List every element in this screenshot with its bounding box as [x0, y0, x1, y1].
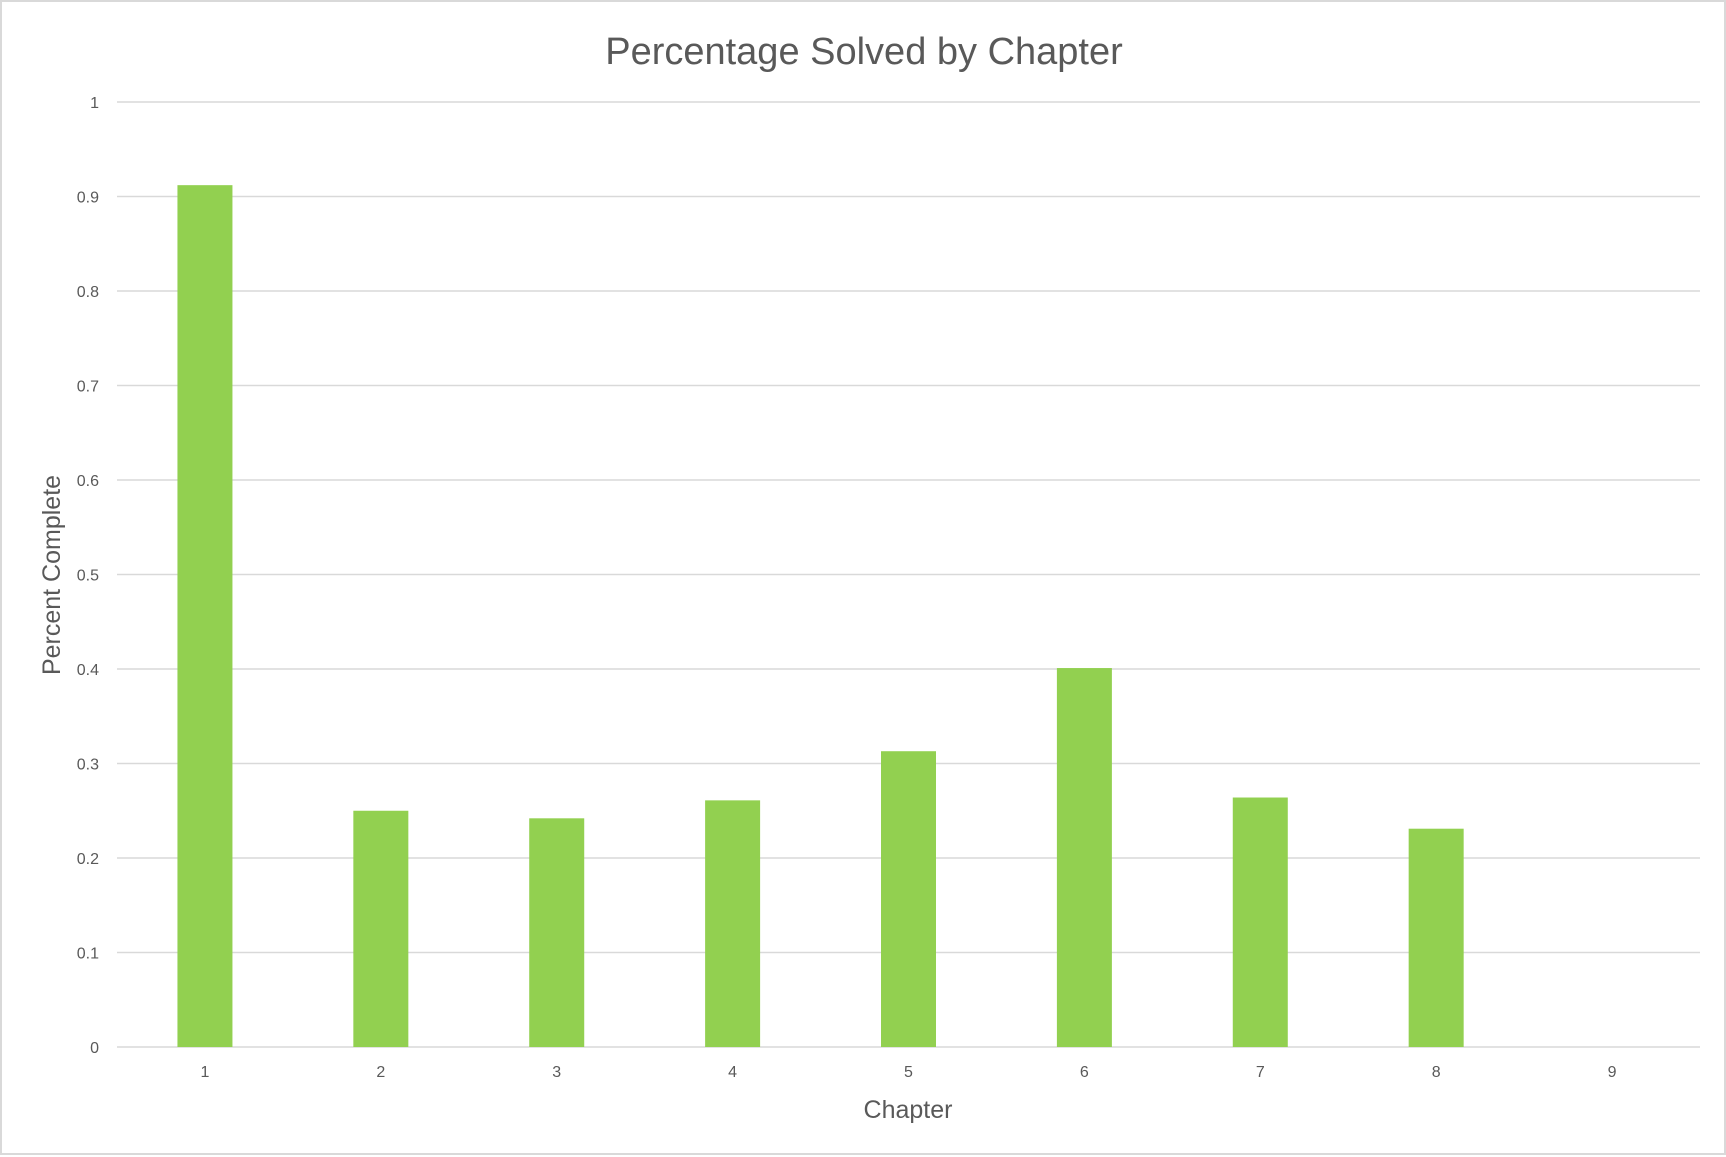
x-tick-label: 1: [200, 1064, 209, 1081]
x-axis-title: Chapter: [864, 1096, 953, 1124]
bar-chapter-4: [705, 800, 761, 1047]
x-tick-label: 4: [728, 1064, 737, 1081]
y-axis-ticks: 0 0.1 0.2 0.3 0.4 0.5 0.6 0.7 0.8 0.9 1: [77, 95, 99, 1057]
x-tick-label: 8: [1432, 1064, 1441, 1081]
bar-chapter-2: [353, 810, 409, 1047]
y-tick-label: 0.7: [77, 379, 99, 396]
y-tick-label: 0.8: [77, 284, 99, 301]
bar-chapter-1: [177, 185, 233, 1047]
chart-title: Percentage Solved by Chapter: [605, 31, 1123, 73]
bar-chapter-5: [881, 751, 936, 1047]
x-tick-label: 5: [904, 1064, 913, 1081]
y-tick-label: 0.2: [77, 851, 99, 868]
y-tick-label: 0.9: [77, 190, 99, 207]
x-tick-label: 9: [1608, 1064, 1617, 1081]
bars: [177, 185, 1464, 1047]
x-axis-ticks: 1 2 3 4 5 6 7 8 9: [200, 1064, 1616, 1081]
x-tick-label: 7: [1256, 1064, 1265, 1081]
x-tick-label: 2: [376, 1064, 385, 1081]
x-tick-label: 3: [552, 1064, 561, 1081]
y-tick-label: 0: [90, 1040, 99, 1057]
bar-chapter-8: [1408, 828, 1464, 1047]
bar-chapter-6: [1056, 668, 1112, 1047]
y-tick-label: 1: [90, 95, 99, 112]
y-axis-title: Percent Complete: [38, 475, 66, 675]
x-tick-label: 6: [1080, 1064, 1089, 1081]
y-tick-label: 0.1: [77, 946, 99, 963]
y-tick-label: 0.3: [77, 757, 99, 774]
y-tick-label: 0.4: [77, 662, 99, 679]
y-tick-label: 0.6: [77, 473, 99, 490]
bar-chapter-3: [529, 818, 585, 1047]
y-tick-label: 0.5: [77, 568, 99, 585]
bar-chapter-7: [1232, 797, 1288, 1047]
